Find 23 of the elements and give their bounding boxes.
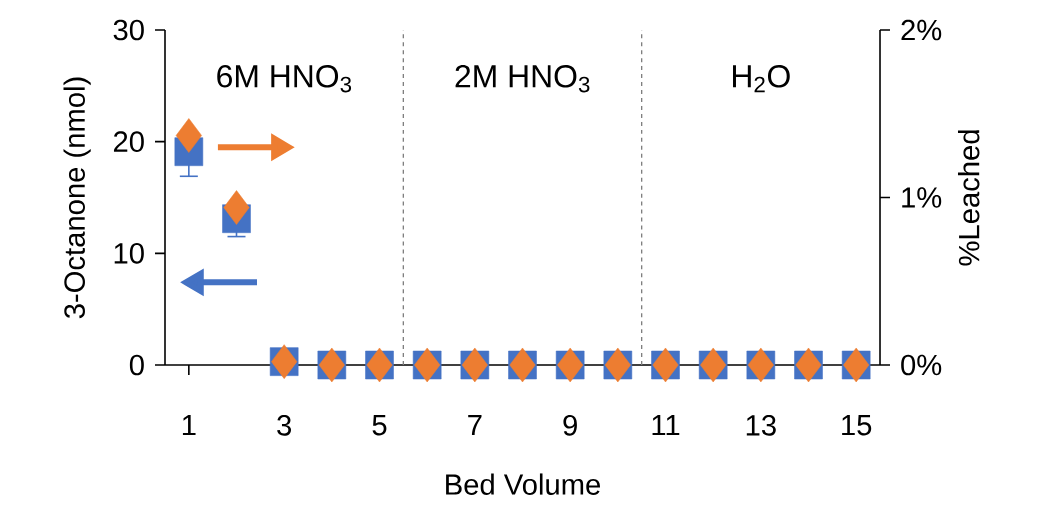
annotation: 2M HNO$_{3}$ [455, 65, 590, 93]
y2-tick-label: 2% [901, 19, 942, 41]
x-tick-label: 9 [563, 415, 577, 436]
y2-tick-label: 1% [902, 187, 942, 208]
x-tick-label: 3 [277, 415, 292, 436]
y-tick-label: 30 [113, 19, 144, 41]
x-tick-label: 5 [372, 415, 387, 436]
y-tick-label: 0 [129, 354, 144, 376]
x-tick-label: 13 [746, 415, 776, 436]
x-tick-label: 1 [182, 415, 196, 436]
y-tick-label: 10 [114, 242, 144, 264]
y-axis-title: 3-Octanone (nmol) [63, 77, 91, 319]
y-tick-label: 20 [113, 131, 144, 153]
x-axis-title: Bed Volume [446, 473, 600, 495]
x-tick-label: 11 [652, 415, 680, 436]
x-tick-label: 15 [842, 415, 872, 436]
point [175, 118, 202, 153]
y2-tick-label: 0% [901, 354, 942, 376]
x-tick-label: 7 [468, 415, 482, 436]
annotation: H$_{2}$O [733, 65, 790, 93]
point [223, 190, 250, 225]
y2-axis-title: %Leached [957, 130, 980, 266]
annotation: 6M HNO$_{3}$ [217, 65, 352, 93]
